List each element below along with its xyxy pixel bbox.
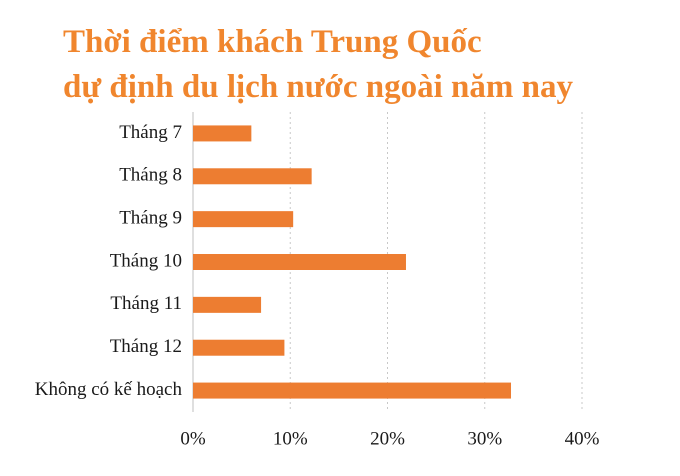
bar [193,168,312,185]
x-tick-label: 30% [467,428,502,449]
y-tick-label: Tháng 10 [110,250,182,271]
x-tick-label: 20% [370,428,405,449]
x-tick-label: 0% [180,428,206,449]
chart-title: dự định du lịch nước ngoài năm nay [63,69,573,105]
x-tick-label: 10% [273,428,308,449]
bar [193,296,262,313]
bar [193,254,406,270]
y-tick-label: Không có kế hoạch [35,379,183,400]
chart-title: Thời điểm khách Trung Quốc [63,24,482,60]
bar [193,125,252,142]
bar [193,339,285,356]
bar [193,382,512,399]
y-tick-label: Tháng 7 [119,122,182,143]
y-tick-label: Tháng 9 [119,208,182,229]
y-tick-label: Tháng 12 [110,336,182,357]
y-tick-label: Tháng 8 [119,165,182,186]
bar [193,211,294,228]
y-tick-label: Tháng 11 [110,293,182,314]
x-tick-label: 40% [565,428,600,449]
